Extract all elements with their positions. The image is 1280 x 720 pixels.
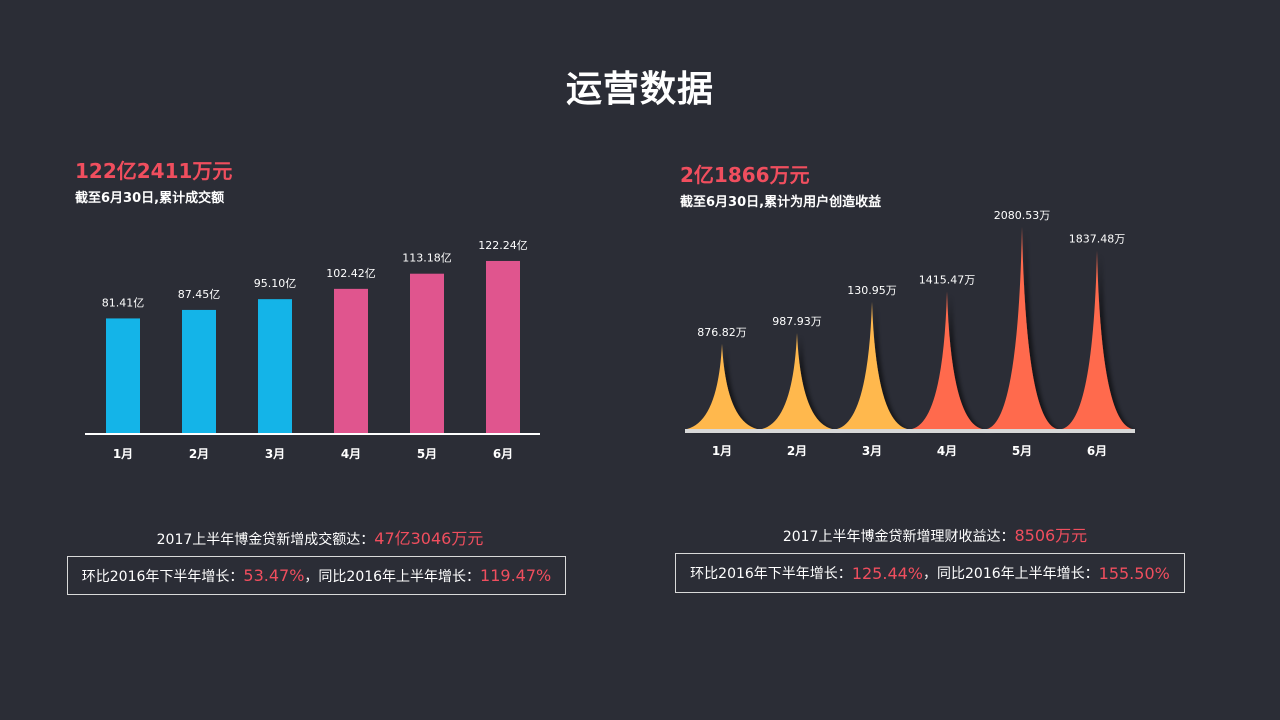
earnings-summary-label: 2017上半年博金贷新增理财收益达： [782,529,1015,545]
peak-2 [762,333,832,429]
peak-value-label-5: 2080.53万 [994,209,1051,222]
bar-6 [486,260,520,433]
bar-value-label-2: 87.45亿 [178,288,221,301]
earnings-growth-value-2: 155.50% [1098,563,1170,583]
peak-1 [687,343,757,429]
right-panel: 2亿1866万元 截至6月30日,累计为用户创造收益 876.82万 1月 987.… [640,0,1280,720]
volume-growth-label-2: ，同比2016年上半年增长： [304,568,481,585]
bar-3 [258,299,292,433]
x-tick-label-3: 3月 [265,447,285,461]
bar-value-label-1: 81.41亿 [102,296,145,309]
earnings-growth-value-1: 125.44% [851,563,923,583]
earnings-peak-chart: 876.82万 1月 987.93万 2月 130.95万 3月 1415.47万 4月 208… [685,209,1135,458]
peak-6 [1062,250,1132,429]
earnings-summary: 2017上半年博金贷新增理财收益达：8506万元 [675,522,1195,546]
bar-5 [410,273,444,433]
volume-summary-label: 2017上半年博金贷新增成交额达： [156,532,375,548]
earnings-growth-label-2: ，同比2016年上半年增长： [923,566,1099,582]
peak-value-label-3: 130.95万 [847,284,897,297]
volume-growth-value-1: 53.47% [243,566,305,585]
peak-value-label-6: 1837.48万 [1069,232,1126,245]
left-panel: 122亿2411万元 截至6月30日,累计成交额 81.41亿 1月 87.45亿 2… [60,159,580,595]
bar-value-label-3: 95.10亿 [254,277,297,290]
bar-1 [106,318,140,433]
x-axis-base [685,429,1135,433]
total-volume-headline: 122亿2411万元 [75,159,233,183]
bar-2 [182,309,216,433]
volume-growth-value-2: 119.47% [480,566,552,585]
total-earnings-subline: 截至6月30日,累计为用户创造收益 [680,195,882,210]
earnings-summary-value: 8506万元 [1014,526,1088,545]
page-title: 运营数据 [565,69,714,110]
x-tick-label-1: 1月 [712,444,732,458]
x-tick-label-5: 5月 [1012,444,1032,458]
peak-value-label-4: 1415.47万 [919,273,976,286]
peak-value-label-2: 987.93万 [772,315,822,328]
volume-summary: 2017上半年博金贷新增成交额达：47亿3046万元 [60,525,580,549]
x-tick-label-4: 4月 [937,444,957,458]
total-volume-subline: 截至6月30日,累计成交额 [75,191,225,206]
peak-3 [837,301,907,429]
volume-growth-label-1: 环比2016年下半年增长： [81,568,244,585]
x-tick-label-2: 2月 [787,444,807,458]
volume-bar-chart: 81.41亿 1月 87.45亿 2月 95.10亿 3月 102.42亿 4月 113.18亿… [85,239,540,461]
x-tick-label-6: 6月 [1087,444,1107,458]
peak-5 [987,226,1057,429]
bar-value-label-6: 122.24亿 [478,239,528,252]
bar-4 [334,288,368,433]
x-tick-label-5: 5月 [417,447,437,461]
total-earnings-headline: 2亿1866万元 [680,163,810,187]
earnings-growth-label-1: 环比2016年下半年增长： [690,566,852,582]
x-tick-label-3: 3月 [862,444,882,458]
bar-value-label-4: 102.42亿 [326,267,376,280]
peak-value-label-1: 876.82万 [697,326,747,339]
x-tick-label-2: 2月 [189,447,209,461]
peak-4 [912,291,982,429]
x-tick-label-1: 1月 [113,447,133,461]
bar-value-label-5: 113.18亿 [402,252,452,265]
volume-summary-value: 47亿3046万元 [374,529,484,548]
volume-growth-box: 环比2016年下半年增长： 53.47% ，同比2016年上半年增长： 119.47% [67,556,566,595]
x-tick-label-4: 4月 [341,447,361,461]
x-tick-label-6: 6月 [493,447,513,461]
earnings-growth-box: 环比2016年下半年增长： 125.44% ，同比2016年上半年增长： 155.50… [675,553,1185,593]
